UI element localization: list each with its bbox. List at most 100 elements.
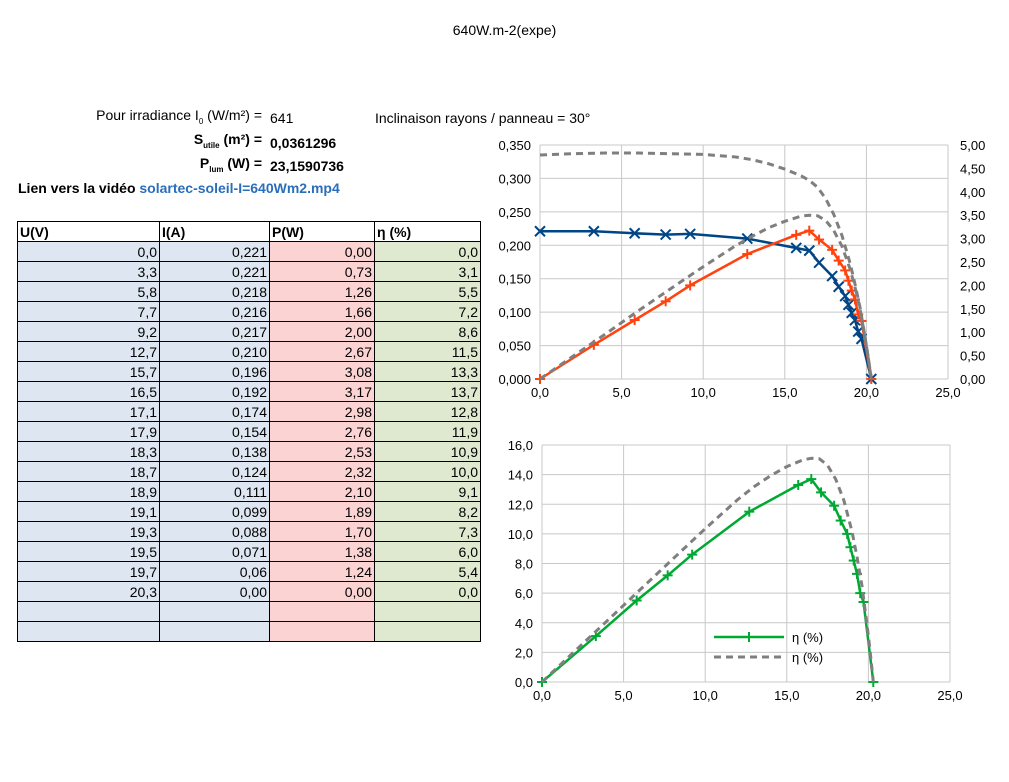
cell-efficiency[interactable]: 10,0 [374, 461, 481, 482]
cell-current[interactable]: 0,221 [159, 261, 270, 282]
cell-power[interactable]: 0,00 [269, 581, 375, 602]
cell-efficiency[interactable]: 9,1 [374, 481, 481, 502]
cell-power[interactable]: 3,17 [269, 381, 375, 402]
cell-current[interactable]: 0,088 [159, 521, 270, 542]
cell-current[interactable]: 0,111 [159, 481, 270, 502]
x-tick-label: 25,0 [937, 688, 962, 703]
cell-voltage[interactable]: 17,9 [17, 421, 160, 442]
cell-voltage[interactable] [17, 601, 160, 622]
x-tick-label: 5,0 [615, 688, 633, 703]
video-link[interactable]: solartec-soleil-I=640Wm2.mp4 [139, 180, 340, 196]
data-point-marker [826, 270, 838, 282]
cell-voltage[interactable]: 20,3 [17, 581, 160, 602]
data-point-marker [832, 281, 845, 293]
cell-current[interactable]: 0,154 [159, 421, 270, 442]
cell-current[interactable] [159, 621, 270, 642]
cell-power[interactable]: 0,73 [269, 261, 375, 282]
cell-voltage[interactable]: 3,3 [17, 261, 160, 282]
cell-voltage[interactable]: 0,0 [17, 241, 160, 262]
x-tick-label: 0,0 [531, 385, 549, 400]
y-tick-label: 0,150 [498, 272, 531, 287]
plum-value: 23,1590736 [270, 158, 344, 174]
cell-power[interactable]: 2,76 [269, 421, 375, 442]
cell-power[interactable]: 1,89 [269, 501, 375, 522]
data-point-marker [842, 299, 855, 311]
cell-power[interactable]: 3,08 [269, 361, 375, 382]
video-label: Lien vers la vidéo [18, 180, 136, 196]
cell-efficiency[interactable]: 11,9 [374, 421, 481, 442]
y-tick-label: 8,0 [515, 557, 533, 572]
cell-current[interactable]: 0,192 [159, 381, 270, 402]
cell-current[interactable]: 0,221 [159, 241, 270, 262]
cell-power[interactable]: 2,10 [269, 481, 375, 502]
cell-voltage[interactable]: 15,7 [17, 361, 160, 382]
cell-power[interactable]: 1,70 [269, 521, 375, 542]
cell-efficiency[interactable] [374, 621, 481, 642]
cell-current[interactable] [159, 601, 270, 622]
cell-voltage[interactable]: 9,2 [17, 321, 160, 342]
cell-voltage[interactable]: 19,5 [17, 541, 160, 562]
x-tick-label: 25,0 [935, 385, 960, 400]
cell-efficiency[interactable]: 0,0 [374, 581, 481, 602]
y-tick-label: 0,000 [498, 372, 531, 387]
cell-current[interactable]: 0,210 [159, 341, 270, 362]
data-point-marker [628, 227, 641, 239]
y-right-tick-label: 1,00 [960, 325, 985, 340]
data-point-marker [659, 228, 672, 241]
table-header-row: U(V) I(A) P(W) η (%) [17, 221, 481, 242]
cell-voltage[interactable]: 5,8 [17, 281, 160, 302]
cell-efficiency[interactable]: 13,7 [374, 381, 481, 402]
x-tick-label: 10,0 [693, 688, 718, 703]
cell-power[interactable] [269, 621, 375, 642]
cell-power[interactable]: 2,32 [269, 461, 375, 482]
cell-current[interactable]: 0,216 [159, 301, 270, 322]
cell-current[interactable]: 0,196 [159, 361, 270, 382]
table-row: 0,0 0,221 0,00 0,0 [17, 241, 481, 262]
cell-power[interactable]: 2,67 [269, 341, 375, 362]
surface-value: 0,0361296 [270, 135, 337, 151]
header-efficiency: η (%) [374, 221, 481, 242]
y-right-tick-label: 0,00 [960, 372, 985, 387]
header-power: P(W) [269, 221, 375, 242]
cell-efficiency[interactable]: 7,3 [374, 521, 481, 542]
data-point-marker [534, 225, 546, 237]
cell-voltage[interactable]: 12,7 [17, 341, 160, 362]
cell-voltage[interactable]: 18,9 [17, 481, 160, 502]
cell-current[interactable]: 0,124 [159, 461, 270, 482]
cell-efficiency[interactable]: 13,3 [374, 361, 481, 382]
cell-efficiency[interactable]: 5,5 [374, 281, 481, 302]
cell-current[interactable]: 0,06 [159, 561, 270, 582]
cell-efficiency[interactable]: 7,2 [374, 301, 481, 322]
cell-voltage[interactable]: 18,7 [17, 461, 160, 482]
y-tick-label: 0,200 [498, 238, 531, 253]
y-tick-label: 0,0 [515, 675, 533, 690]
cell-current[interactable]: 0,071 [159, 541, 270, 562]
series-line [539, 151, 873, 380]
cell-current[interactable]: 0,217 [159, 321, 270, 342]
cell-power[interactable]: 2,98 [269, 401, 375, 422]
cell-power[interactable]: 1,38 [269, 541, 375, 562]
cell-voltage[interactable]: 19,3 [17, 521, 160, 542]
cell-efficiency[interactable]: 11,5 [374, 341, 481, 362]
cell-voltage[interactable] [17, 621, 160, 642]
table-row: 16,5 0,192 3,17 13,7 [17, 381, 481, 402]
cell-voltage[interactable]: 18,3 [17, 441, 160, 462]
data-point-marker [813, 256, 825, 269]
cell-power[interactable]: 1,26 [269, 281, 375, 302]
cell-current[interactable]: 0,174 [159, 401, 270, 422]
y-right-tick-label: 4,00 [960, 185, 985, 200]
data-point-marker [790, 242, 802, 254]
y-right-tick-label: 2,00 [960, 278, 985, 293]
cell-efficiency[interactable]: 0,0 [374, 241, 481, 262]
cell-efficiency[interactable]: 10,9 [374, 441, 481, 462]
data-point-marker [846, 307, 858, 319]
cell-efficiency[interactable]: 8,2 [374, 501, 481, 522]
cell-current[interactable]: 0,218 [159, 281, 270, 302]
cell-power[interactable]: 2,53 [269, 441, 375, 462]
data-point-marker [684, 228, 696, 240]
cell-voltage[interactable]: 19,1 [17, 501, 160, 522]
cell-current[interactable]: 0,00 [159, 581, 270, 602]
cell-power[interactable]: 1,66 [269, 301, 375, 322]
y-tick-label: 6,0 [515, 586, 533, 601]
cell-efficiency[interactable]: 12,8 [374, 401, 481, 422]
